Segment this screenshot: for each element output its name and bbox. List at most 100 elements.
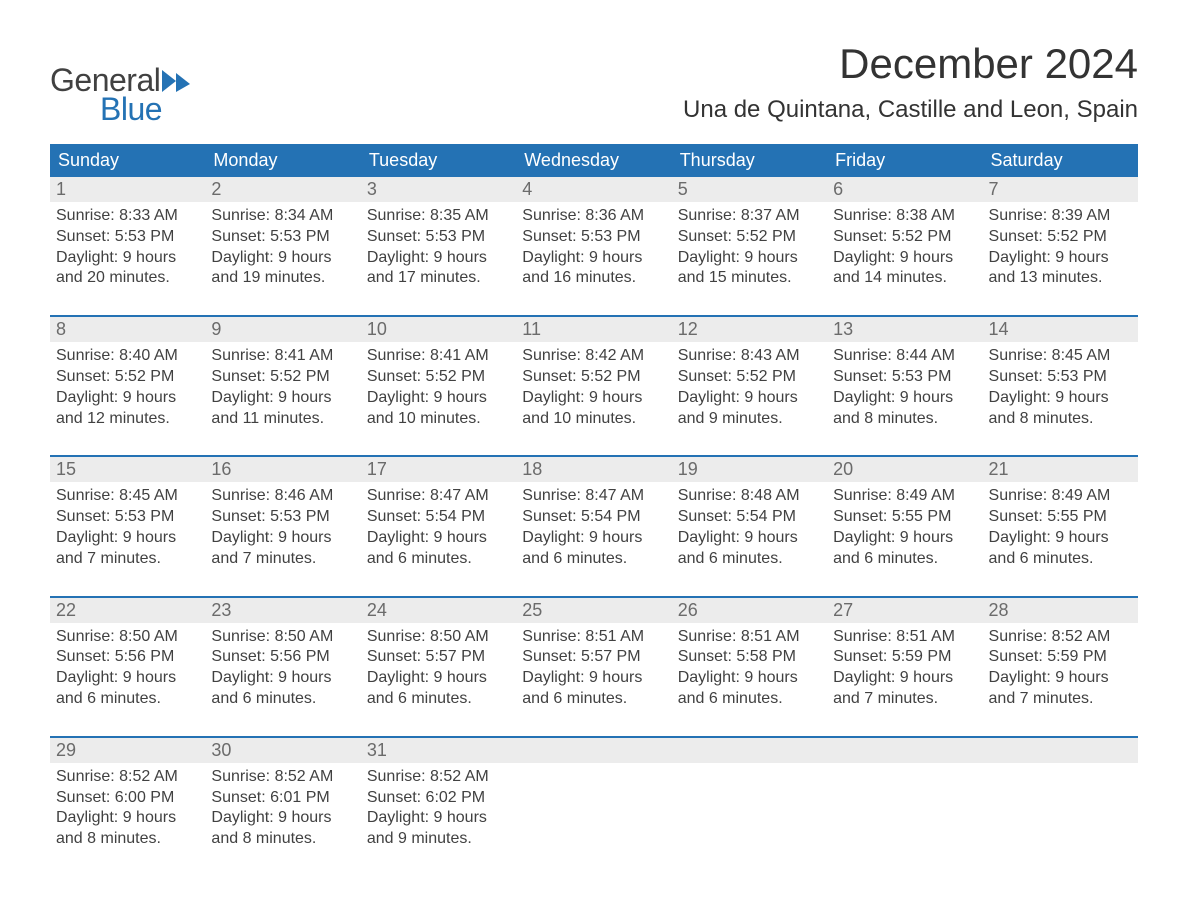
day-details: Sunrise: 8:51 AMSunset: 5:59 PMDaylight:… bbox=[827, 623, 982, 712]
sunrise-text: Sunrise: 8:40 AM bbox=[56, 346, 199, 367]
day-cell: 16Sunrise: 8:46 AMSunset: 5:53 PMDayligh… bbox=[205, 457, 360, 571]
day-number: 17 bbox=[367, 459, 387, 479]
day-number: 16 bbox=[211, 459, 231, 479]
day-number: 21 bbox=[989, 459, 1009, 479]
daylight-text: Daylight: 9 hours and 14 minutes. bbox=[833, 248, 976, 290]
day-details: Sunrise: 8:37 AMSunset: 5:52 PMDaylight:… bbox=[672, 202, 827, 291]
day-header: Tuesday bbox=[361, 144, 516, 177]
day-number-row: 14 bbox=[983, 317, 1138, 342]
week-row: 1Sunrise: 8:33 AMSunset: 5:53 PMDaylight… bbox=[50, 177, 1138, 291]
day-cell: . bbox=[983, 738, 1138, 852]
sunrise-text: Sunrise: 8:35 AM bbox=[367, 206, 510, 227]
sunset-text: Sunset: 5:57 PM bbox=[367, 647, 510, 668]
daylight-text: Daylight: 9 hours and 11 minutes. bbox=[211, 388, 354, 430]
daylight-text: Daylight: 9 hours and 20 minutes. bbox=[56, 248, 199, 290]
day-cell: 4 Sunrise: 8:36 AMSunset: 5:53 PMDaylight… bbox=[516, 177, 671, 291]
day-number: 5 bbox=[678, 179, 688, 199]
daylight-text: Daylight: 9 hours and 10 minutes. bbox=[367, 388, 510, 430]
sunrise-text: Sunrise: 8:38 AM bbox=[833, 206, 976, 227]
day-number: 26 bbox=[678, 600, 698, 620]
day-details: Sunrise: 8:38 AMSunset: 5:52 PMDaylight:… bbox=[827, 202, 982, 291]
day-number: 6 bbox=[833, 179, 843, 199]
week-row: 29Sunrise: 8:52 AMSunset: 6:00 PMDayligh… bbox=[50, 736, 1138, 852]
day-header: Wednesday bbox=[516, 144, 671, 177]
month-title: December 2024 bbox=[683, 40, 1138, 88]
day-number-row: 31 bbox=[361, 738, 516, 763]
sunrise-text: Sunrise: 8:37 AM bbox=[678, 206, 821, 227]
day-details: Sunrise: 8:42 AMSunset: 5:52 PMDaylight:… bbox=[516, 342, 671, 431]
day-details: Sunrise: 8:51 AMSunset: 5:57 PMDaylight:… bbox=[516, 623, 671, 712]
day-cell: 6 Sunrise: 8:38 AMSunset: 5:52 PMDaylight… bbox=[827, 177, 982, 291]
day-cell: 13Sunrise: 8:44 AMSunset: 5:53 PMDayligh… bbox=[827, 317, 982, 431]
day-number-row: 7 bbox=[983, 177, 1138, 202]
day-cell: . bbox=[827, 738, 982, 852]
day-cell: . bbox=[672, 738, 827, 852]
day-details: Sunrise: 8:45 AMSunset: 5:53 PMDaylight:… bbox=[50, 482, 205, 571]
sunrise-text: Sunrise: 8:51 AM bbox=[522, 627, 665, 648]
sunrise-text: Sunrise: 8:43 AM bbox=[678, 346, 821, 367]
day-cell: 1Sunrise: 8:33 AMSunset: 5:53 PMDaylight… bbox=[50, 177, 205, 291]
day-number-row: 24 bbox=[361, 598, 516, 623]
day-details: Sunrise: 8:52 AMSunset: 5:59 PMDaylight:… bbox=[983, 623, 1138, 712]
daylight-text: Daylight: 9 hours and 7 minutes. bbox=[833, 668, 976, 710]
day-number-row: 16 bbox=[205, 457, 360, 482]
daylight-text: Daylight: 9 hours and 17 minutes. bbox=[367, 248, 510, 290]
day-number-row: 4 bbox=[516, 177, 671, 202]
day-number-row: 17 bbox=[361, 457, 516, 482]
daylight-text: Daylight: 9 hours and 7 minutes. bbox=[989, 668, 1132, 710]
logo: General Blue bbox=[50, 62, 190, 128]
day-number-row: . bbox=[983, 738, 1138, 763]
day-cell: 11 Sunrise: 8:42 AMSunset: 5:52 PMDayligh… bbox=[516, 317, 671, 431]
day-cell: 31Sunrise: 8:52 AMSunset: 6:02 PMDayligh… bbox=[361, 738, 516, 852]
day-number-row: 2 bbox=[205, 177, 360, 202]
sunrise-text: Sunrise: 8:52 AM bbox=[989, 627, 1132, 648]
day-details: Sunrise: 8:35 AMSunset: 5:53 PMDaylight:… bbox=[361, 202, 516, 291]
daylight-text: Daylight: 9 hours and 8 minutes. bbox=[833, 388, 976, 430]
day-number: 4 bbox=[522, 179, 532, 199]
sunset-text: Sunset: 5:54 PM bbox=[522, 507, 665, 528]
day-details: Sunrise: 8:34 AMSunset: 5:53 PMDaylight:… bbox=[205, 202, 360, 291]
sunrise-text: Sunrise: 8:51 AM bbox=[833, 627, 976, 648]
day-number: 9 bbox=[211, 319, 221, 339]
day-number-row: 22 bbox=[50, 598, 205, 623]
sunset-text: Sunset: 5:52 PM bbox=[522, 367, 665, 388]
day-cell: 9Sunrise: 8:41 AMSunset: 5:52 PMDaylight… bbox=[205, 317, 360, 431]
sunset-text: Sunset: 5:52 PM bbox=[56, 367, 199, 388]
sunset-text: Sunset: 5:53 PM bbox=[56, 507, 199, 528]
sunrise-text: Sunrise: 8:50 AM bbox=[56, 627, 199, 648]
sunset-text: Sunset: 5:52 PM bbox=[211, 367, 354, 388]
sunset-text: Sunset: 5:53 PM bbox=[833, 367, 976, 388]
day-details: Sunrise: 8:36 AMSunset: 5:53 PMDaylight:… bbox=[516, 202, 671, 291]
day-number: 18 bbox=[522, 459, 542, 479]
day-number: 19 bbox=[678, 459, 698, 479]
sunset-text: Sunset: 5:56 PM bbox=[211, 647, 354, 668]
day-number: 8 bbox=[56, 319, 66, 339]
sunrise-text: Sunrise: 8:45 AM bbox=[989, 346, 1132, 367]
daylight-text: Daylight: 9 hours and 19 minutes. bbox=[211, 248, 354, 290]
day-cell: 29Sunrise: 8:52 AMSunset: 6:00 PMDayligh… bbox=[50, 738, 205, 852]
day-details: Sunrise: 8:47 AMSunset: 5:54 PMDaylight:… bbox=[516, 482, 671, 571]
day-number-row: 5 bbox=[672, 177, 827, 202]
sunset-text: Sunset: 5:55 PM bbox=[989, 507, 1132, 528]
sunrise-text: Sunrise: 8:49 AM bbox=[833, 486, 976, 507]
sunrise-text: Sunrise: 8:52 AM bbox=[367, 767, 510, 788]
day-header: Thursday bbox=[672, 144, 827, 177]
day-cell: 27Sunrise: 8:51 AMSunset: 5:59 PMDayligh… bbox=[827, 598, 982, 712]
day-details: Sunrise: 8:47 AMSunset: 5:54 PMDaylight:… bbox=[361, 482, 516, 571]
day-details: Sunrise: 8:48 AMSunset: 5:54 PMDaylight:… bbox=[672, 482, 827, 571]
day-number-row: 26 bbox=[672, 598, 827, 623]
day-number: 30 bbox=[211, 740, 231, 760]
day-number-row: 25 bbox=[516, 598, 671, 623]
day-cell: 24Sunrise: 8:50 AMSunset: 5:57 PMDayligh… bbox=[361, 598, 516, 712]
week-row: 8Sunrise: 8:40 AMSunset: 5:52 PMDaylight… bbox=[50, 315, 1138, 431]
day-cell: 17 Sunrise: 8:47 AMSunset: 5:54 PMDayligh… bbox=[361, 457, 516, 571]
sunrise-text: Sunrise: 8:50 AM bbox=[367, 627, 510, 648]
day-header: Friday bbox=[827, 144, 982, 177]
sunrise-text: Sunrise: 8:46 AM bbox=[211, 486, 354, 507]
day-number: 11 bbox=[522, 319, 541, 339]
day-number-row: 30 bbox=[205, 738, 360, 763]
day-number-row: 11 bbox=[516, 317, 671, 342]
day-number: 15 bbox=[56, 459, 76, 479]
sunset-text: Sunset: 5:54 PM bbox=[678, 507, 821, 528]
day-number-row: 3 bbox=[361, 177, 516, 202]
